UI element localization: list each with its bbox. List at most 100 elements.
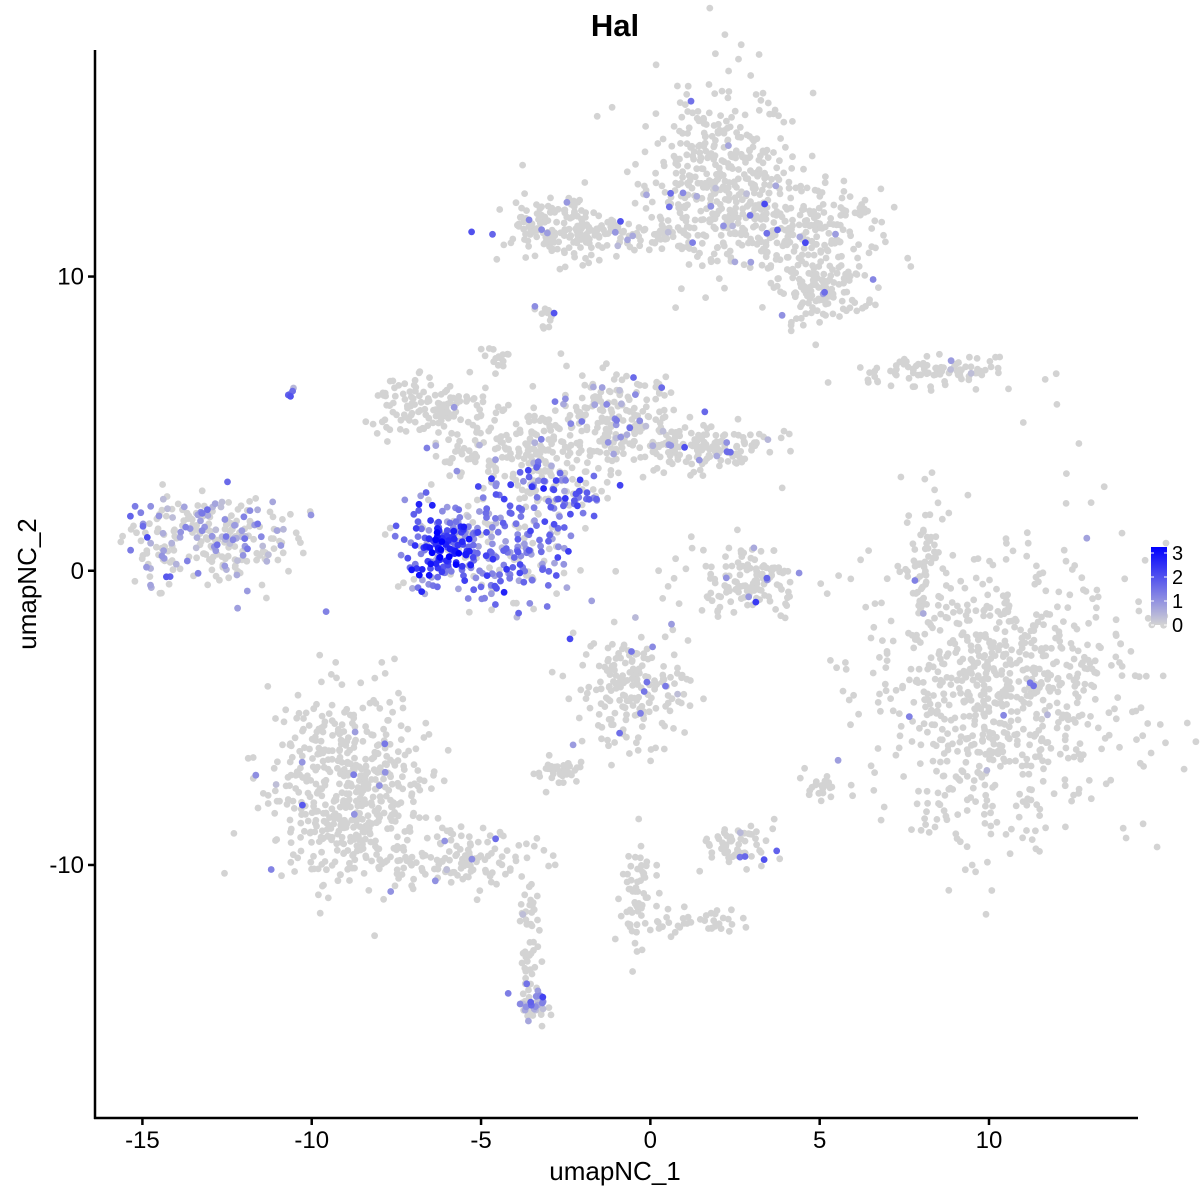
cell-point (659, 427, 667, 435)
cell-point (661, 392, 668, 399)
cell-point (198, 509, 206, 517)
cell-point (462, 550, 469, 558)
cell-point (427, 481, 435, 488)
cell-point (931, 486, 938, 494)
cell-point (570, 203, 578, 211)
cell-point (586, 704, 594, 712)
cell-point (448, 429, 455, 437)
x-ticks: -15 -10 -5 0 5 10 (125, 1118, 1002, 1154)
cell-point (502, 870, 509, 878)
cell-point (1040, 621, 1047, 629)
cell-point (117, 538, 125, 546)
cell-point (716, 462, 723, 470)
cell-point (491, 445, 499, 453)
cell-point (571, 208, 578, 216)
cell-point (697, 207, 705, 215)
cell-point (578, 737, 586, 745)
cell-point (1081, 680, 1089, 688)
cell-point (612, 685, 620, 692)
cell-point (917, 826, 925, 834)
cell-point (492, 456, 499, 464)
cell-point (250, 535, 257, 543)
cell-point (1084, 641, 1091, 649)
cell-point (524, 413, 532, 421)
cell-point (224, 552, 232, 560)
cell-point (1102, 780, 1110, 788)
cell-point (755, 51, 763, 58)
cell-point (773, 847, 781, 855)
cell-point (489, 540, 496, 548)
cell-point (679, 244, 687, 251)
cell-point (528, 429, 536, 437)
cell-point (457, 448, 464, 455)
cell-point (922, 511, 929, 519)
cell-point (789, 216, 796, 224)
cell-point (694, 108, 702, 115)
cell-point (741, 455, 749, 463)
cell-point (193, 554, 201, 562)
cell-point (641, 182, 648, 190)
cell-point (1133, 736, 1140, 743)
cell-point (733, 443, 740, 451)
cell-point (734, 526, 741, 534)
cell-point (753, 828, 760, 836)
cell-point (825, 229, 833, 237)
cell-point (444, 408, 452, 416)
cell-point (1026, 741, 1033, 749)
cell-point (939, 565, 947, 572)
cell-point (390, 844, 398, 852)
cell-point (556, 513, 563, 520)
cell-point (652, 744, 659, 752)
cell-point (772, 182, 780, 190)
cell-point (773, 252, 780, 259)
cell-point (865, 547, 872, 554)
cell-point (440, 777, 448, 785)
cell-point (940, 750, 948, 757)
cell-point (551, 861, 559, 869)
cell-point (701, 139, 709, 147)
cell-point (620, 679, 628, 687)
cell-point (466, 840, 474, 847)
cell-point (998, 742, 1006, 750)
cell-point (337, 770, 344, 778)
cell-point (1118, 672, 1126, 679)
cell-point (585, 683, 593, 691)
cell-point (1147, 749, 1155, 757)
cell-point (868, 225, 876, 232)
cell-point (523, 488, 531, 495)
cell-point (806, 787, 814, 795)
cell-point (780, 427, 788, 435)
cell-point (439, 507, 446, 515)
cell-point (1012, 757, 1019, 765)
cell-point (850, 245, 857, 253)
cell-point (457, 823, 465, 831)
cell-point (488, 533, 495, 541)
cell-point (523, 854, 531, 862)
cell-point (655, 925, 663, 932)
cell-point (743, 587, 751, 595)
cell-point (334, 877, 342, 885)
cell-point (638, 662, 646, 670)
cell-point (425, 527, 433, 534)
cell-point (815, 789, 823, 797)
cell-point (483, 572, 491, 579)
cell-point (432, 412, 440, 420)
cell-point (764, 99, 772, 107)
cell-point (1093, 604, 1100, 612)
cell-point (732, 586, 739, 593)
cell-point (974, 659, 982, 667)
cell-point (259, 542, 267, 550)
cell-point (1018, 762, 1026, 770)
cell-point (796, 774, 804, 782)
cell-point (1079, 659, 1086, 666)
cell-point (396, 856, 404, 864)
cell-point (781, 614, 789, 622)
cell-point (336, 803, 344, 811)
cell-point (292, 771, 300, 779)
cell-point (945, 886, 953, 894)
cell-point (717, 112, 724, 119)
cell-point (668, 620, 675, 628)
cell-point (967, 794, 975, 801)
cell-point (751, 205, 758, 213)
cell-point (1028, 836, 1036, 843)
